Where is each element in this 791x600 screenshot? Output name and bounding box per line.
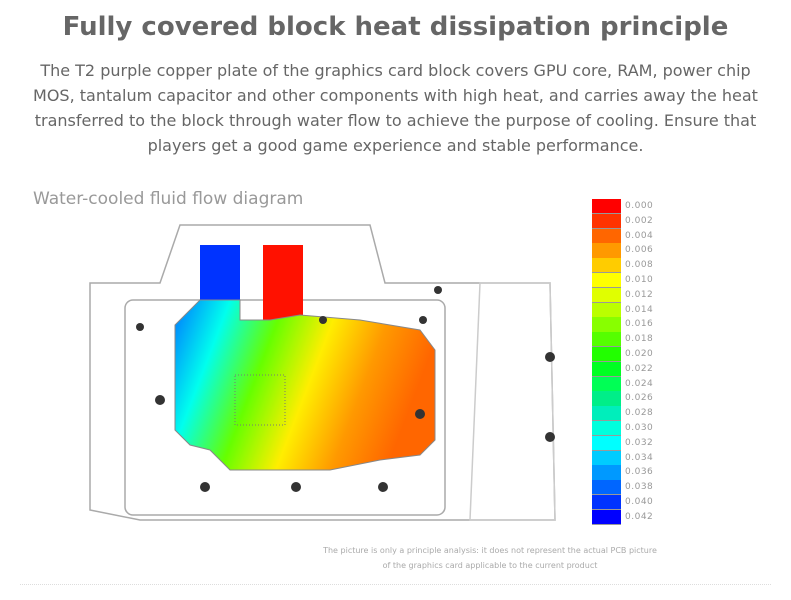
legend-label: 0.002 [625,215,654,226]
legend-label: 0.012 [625,289,654,300]
legend-entry: 0.036 [592,465,682,481]
note-line-2: of the graphics card applicable to the c… [382,561,598,570]
legend-entry: 0.026 [592,391,682,407]
legend-swatch [592,287,621,304]
legend-label: 0.022 [625,363,654,374]
legend-label: 0.026 [625,393,654,404]
legend-label: 0.008 [625,260,654,271]
legend-swatch [592,317,621,333]
legend-label: 0.006 [625,245,654,256]
legend-entry: 0.038 [592,480,682,496]
legend-label: 0.020 [625,348,654,359]
legend-label: 0.042 [625,511,654,522]
legend-swatch [592,509,621,526]
legend-label: 0.038 [625,482,654,493]
legend-entry: 0.042 [592,509,682,526]
legend-swatch [592,272,621,289]
legend-swatch [592,332,621,348]
note-line-1: The picture is only a principle analysis… [323,546,657,555]
graphics-card-outline [89,224,556,521]
color-scale-legend: 0.000 0.002 0.004 0.006 0.008 0.010 0.012 0.014… [592,199,682,526]
legend-label: 0.016 [625,319,654,330]
legend-swatch [592,435,621,452]
legend-label: 0.014 [625,304,654,315]
legend-label: 0.010 [625,274,654,285]
legend-label: 0.034 [625,452,654,463]
legend-entry: 0.006 [592,243,682,259]
legend-entry: 0.012 [592,287,682,304]
legend-label: 0.036 [625,467,654,478]
description: The T2 purple copper plate of the graphi… [33,61,758,155]
legend-label: 0.004 [625,230,654,241]
legend-label: 0.030 [625,422,654,433]
legend-swatch [592,480,621,496]
legend-entry: 0.028 [592,406,682,422]
legend-swatch [592,391,621,407]
diagram-title: Water-cooled fluid flow diagram [33,189,304,209]
legend-entry: 0.020 [592,346,682,363]
legend-entry: 0.022 [592,361,682,378]
legend-entry: 0.000 [592,199,682,215]
legend-label: 0.028 [625,408,654,419]
legend-entry: 0.024 [592,376,682,392]
legend-swatch [592,450,621,466]
legend-swatch [592,243,621,259]
legend-swatch [592,465,621,481]
legend-swatch [592,346,621,363]
legend-entry: 0.018 [592,332,682,348]
legend-swatch [592,258,621,274]
legend-entry: 0.032 [592,435,682,452]
legend-entry: 0.040 [592,494,682,511]
legend-swatch [592,302,621,318]
legend-label: 0.018 [625,334,654,345]
legend-swatch [592,213,621,230]
legend-swatch [592,420,621,437]
flow-channel [174,245,436,471]
legend-entry: 0.034 [592,450,682,466]
legend-entry: 0.014 [592,302,682,318]
legend-label: 0.040 [625,496,654,507]
page-title: Fully covered block heat dissipation pri… [62,12,729,42]
legend-entry: 0.002 [592,213,682,230]
disclaimer-note: The picture is only a principle analysis… [280,543,700,573]
legend-entry: 0.010 [592,272,682,289]
legend-swatch [592,228,621,244]
legend-swatch [592,361,621,378]
legend-swatch [592,199,621,215]
legend-entry: 0.016 [592,317,682,333]
legend-label: 0.024 [625,378,654,389]
legend-swatch [592,494,621,511]
legend-label: 0.000 [625,201,654,211]
divider [20,584,771,585]
legend-label: 0.032 [625,437,654,448]
legend-swatch [592,376,621,392]
legend-entry: 0.030 [592,420,682,437]
legend-entry: 0.008 [592,258,682,274]
legend-swatch [592,406,621,422]
legend-entry: 0.004 [592,228,682,244]
screws [136,286,555,492]
